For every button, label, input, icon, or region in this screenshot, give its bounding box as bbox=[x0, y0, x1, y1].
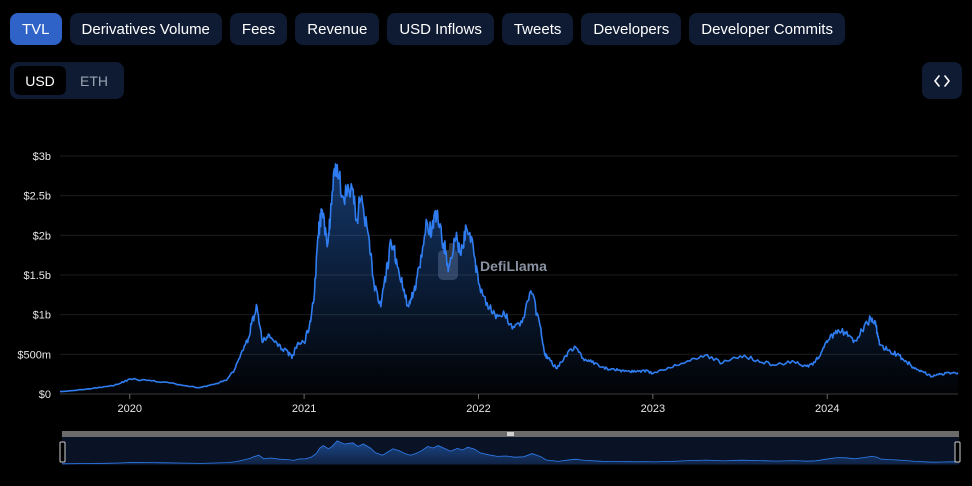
brush-mini-area bbox=[62, 440, 959, 464]
currency-usd-option[interactable]: USD bbox=[14, 66, 66, 95]
y-tick-label: $0 bbox=[39, 389, 51, 401]
brush-mini-line bbox=[61, 440, 959, 465]
metric-tabs: TVL Derivatives Volume Fees Revenue USD … bbox=[10, 13, 845, 45]
brush-left-handle[interactable] bbox=[59, 441, 66, 463]
y-tick-label: $3b bbox=[33, 151, 51, 163]
tvl-line bbox=[59, 163, 959, 393]
y-tick-label: $500m bbox=[17, 349, 51, 361]
y-tick-label: $2b bbox=[33, 230, 51, 242]
embed-button[interactable] bbox=[922, 62, 962, 99]
y-tick-label: $2.5b bbox=[23, 191, 51, 203]
x-tick-label: 2023 bbox=[641, 403, 665, 415]
x-tick-label: 2021 bbox=[292, 403, 316, 415]
x-tick-label: 2024 bbox=[815, 403, 839, 415]
y-tick-label: $1.5b bbox=[23, 270, 51, 282]
tab-derivatives-volume[interactable]: Derivatives Volume bbox=[69, 13, 222, 45]
tvl-area bbox=[60, 163, 958, 394]
tab-tvl[interactable]: TVL bbox=[10, 13, 62, 45]
currency-toggle: USD ETH bbox=[10, 62, 124, 99]
watermark-text: DefiLlama bbox=[480, 258, 547, 274]
x-axis: 2020 2021 2022 2023 2024 bbox=[118, 394, 839, 415]
x-tick-label: 2020 bbox=[118, 403, 142, 415]
brush-right-handle[interactable] bbox=[954, 441, 961, 463]
date-range-brush[interactable] bbox=[59, 431, 961, 465]
tab-tweets[interactable]: Tweets bbox=[501, 13, 574, 45]
brush-grip-icon bbox=[507, 432, 514, 436]
tab-developer-commits[interactable]: Developer Commits bbox=[689, 13, 845, 45]
y-tick-label: $1b bbox=[33, 310, 51, 322]
tab-developers[interactable]: Developers bbox=[581, 13, 682, 45]
x-tick-label: 2022 bbox=[466, 403, 490, 415]
currency-eth-option[interactable]: ETH bbox=[80, 72, 108, 89]
y-axis: $0 $500m $1b $1.5b $2b $2.5b $3b bbox=[17, 151, 51, 401]
tab-revenue[interactable]: Revenue bbox=[295, 13, 380, 45]
tab-fees[interactable]: Fees bbox=[229, 13, 288, 45]
tab-usd-inflows[interactable]: USD Inflows bbox=[387, 13, 494, 45]
code-brackets-icon bbox=[934, 74, 950, 87]
